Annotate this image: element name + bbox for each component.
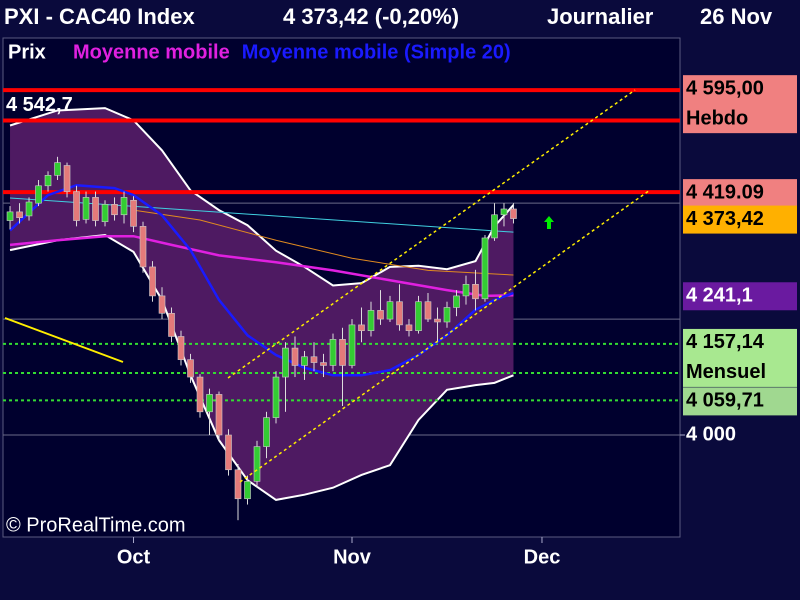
price-label: 4 241,1 [686, 285, 753, 307]
candle-body [25, 201, 33, 217]
candle-body [396, 301, 403, 326]
candle-body [339, 339, 346, 366]
price-label-box [683, 387, 797, 416]
candle-body [405, 324, 413, 331]
candle-body [101, 204, 109, 223]
candle-body [443, 307, 451, 323]
candle-body [16, 211, 23, 218]
band-line [9, 234, 514, 501]
legend-entry: Prix [8, 41, 46, 63]
price-label: 4 373,42 [686, 208, 764, 230]
plot-layer: 4 542,7 [3, 88, 680, 521]
candle-body [481, 237, 489, 300]
legend-entry: Moyenne mobile [73, 41, 230, 63]
candle-body [149, 266, 156, 297]
title: PXI - CAC40 Index [4, 4, 195, 29]
channel-line [227, 89, 636, 379]
price-label-box [683, 179, 797, 208]
candle-body [225, 434, 232, 471]
candle-body [453, 295, 460, 308]
candle-body [491, 214, 498, 239]
candle-body [6, 211, 14, 221]
candle-body [253, 446, 261, 482]
candle-body [500, 208, 508, 216]
line [9, 234, 514, 298]
candle-body [130, 199, 137, 227]
candle-body [367, 310, 375, 331]
candle-body [320, 362, 327, 366]
price-label: 4 595,00 [686, 77, 764, 99]
price-label: 4 157,14 [686, 331, 765, 353]
candle-body [73, 191, 80, 221]
level-label: 4 542,7 [6, 94, 73, 116]
candle-body [63, 165, 71, 192]
price-label-box [683, 205, 797, 234]
price-label: 4 419.09 [686, 181, 764, 203]
candle-body [234, 469, 242, 500]
candle-body [187, 359, 194, 378]
candle-body [386, 301, 394, 320]
candle-body [415, 301, 422, 331]
candle-body [263, 417, 270, 447]
price-label-note: Mensuel [686, 361, 766, 383]
candle-body [177, 336, 185, 360]
candle-body [168, 312, 175, 337]
x-tick-label: Nov [333, 546, 372, 568]
price-label-box [683, 75, 797, 134]
candle-body [462, 284, 470, 297]
y-tick-label: 4 000 [686, 423, 736, 445]
candle-body [54, 162, 61, 176]
candle-body [44, 175, 52, 187]
watermark: © ProRealTime.com [6, 514, 186, 536]
candle-body [272, 376, 280, 418]
candle-body [158, 295, 166, 314]
candle-body [139, 226, 147, 268]
candle-body [510, 208, 517, 219]
price-label-note: Hebdo [686, 107, 748, 129]
date: 26 Nov [700, 4, 773, 29]
price-label-box [683, 328, 797, 387]
candle-body [206, 394, 213, 413]
trend-line [4, 317, 124, 363]
candle-body [310, 356, 318, 363]
period: Journalier [547, 4, 654, 29]
candle-body [329, 339, 337, 366]
candle-body [348, 324, 356, 366]
candle-body [472, 284, 479, 300]
signal-arrow [544, 216, 554, 229]
candle-body [92, 197, 99, 221]
candle-body [358, 324, 365, 331]
candle-body [215, 394, 223, 436]
candle-body [196, 376, 204, 413]
line [133, 209, 514, 276]
candle-body [291, 347, 299, 366]
band-line [9, 107, 515, 287]
candle-body [82, 197, 90, 220]
candle-body [120, 197, 128, 216]
candle-body [35, 185, 42, 204]
candle-body [244, 481, 251, 500]
candle-body [424, 301, 432, 320]
candle-body [434, 318, 441, 323]
candle-body [111, 204, 118, 216]
x-tick-label: Dec [524, 546, 561, 568]
candle-body [301, 356, 308, 366]
last-price: 4 373,42 (-0,20%) [283, 4, 459, 29]
legend-entry: Moyenne mobile (Simple 20) [242, 41, 511, 63]
candle-body [377, 310, 384, 320]
price-label-box [683, 282, 797, 311]
candle-body [282, 347, 289, 378]
x-tick-label: Oct [117, 546, 151, 568]
price-label: 4 059,71 [686, 390, 764, 412]
